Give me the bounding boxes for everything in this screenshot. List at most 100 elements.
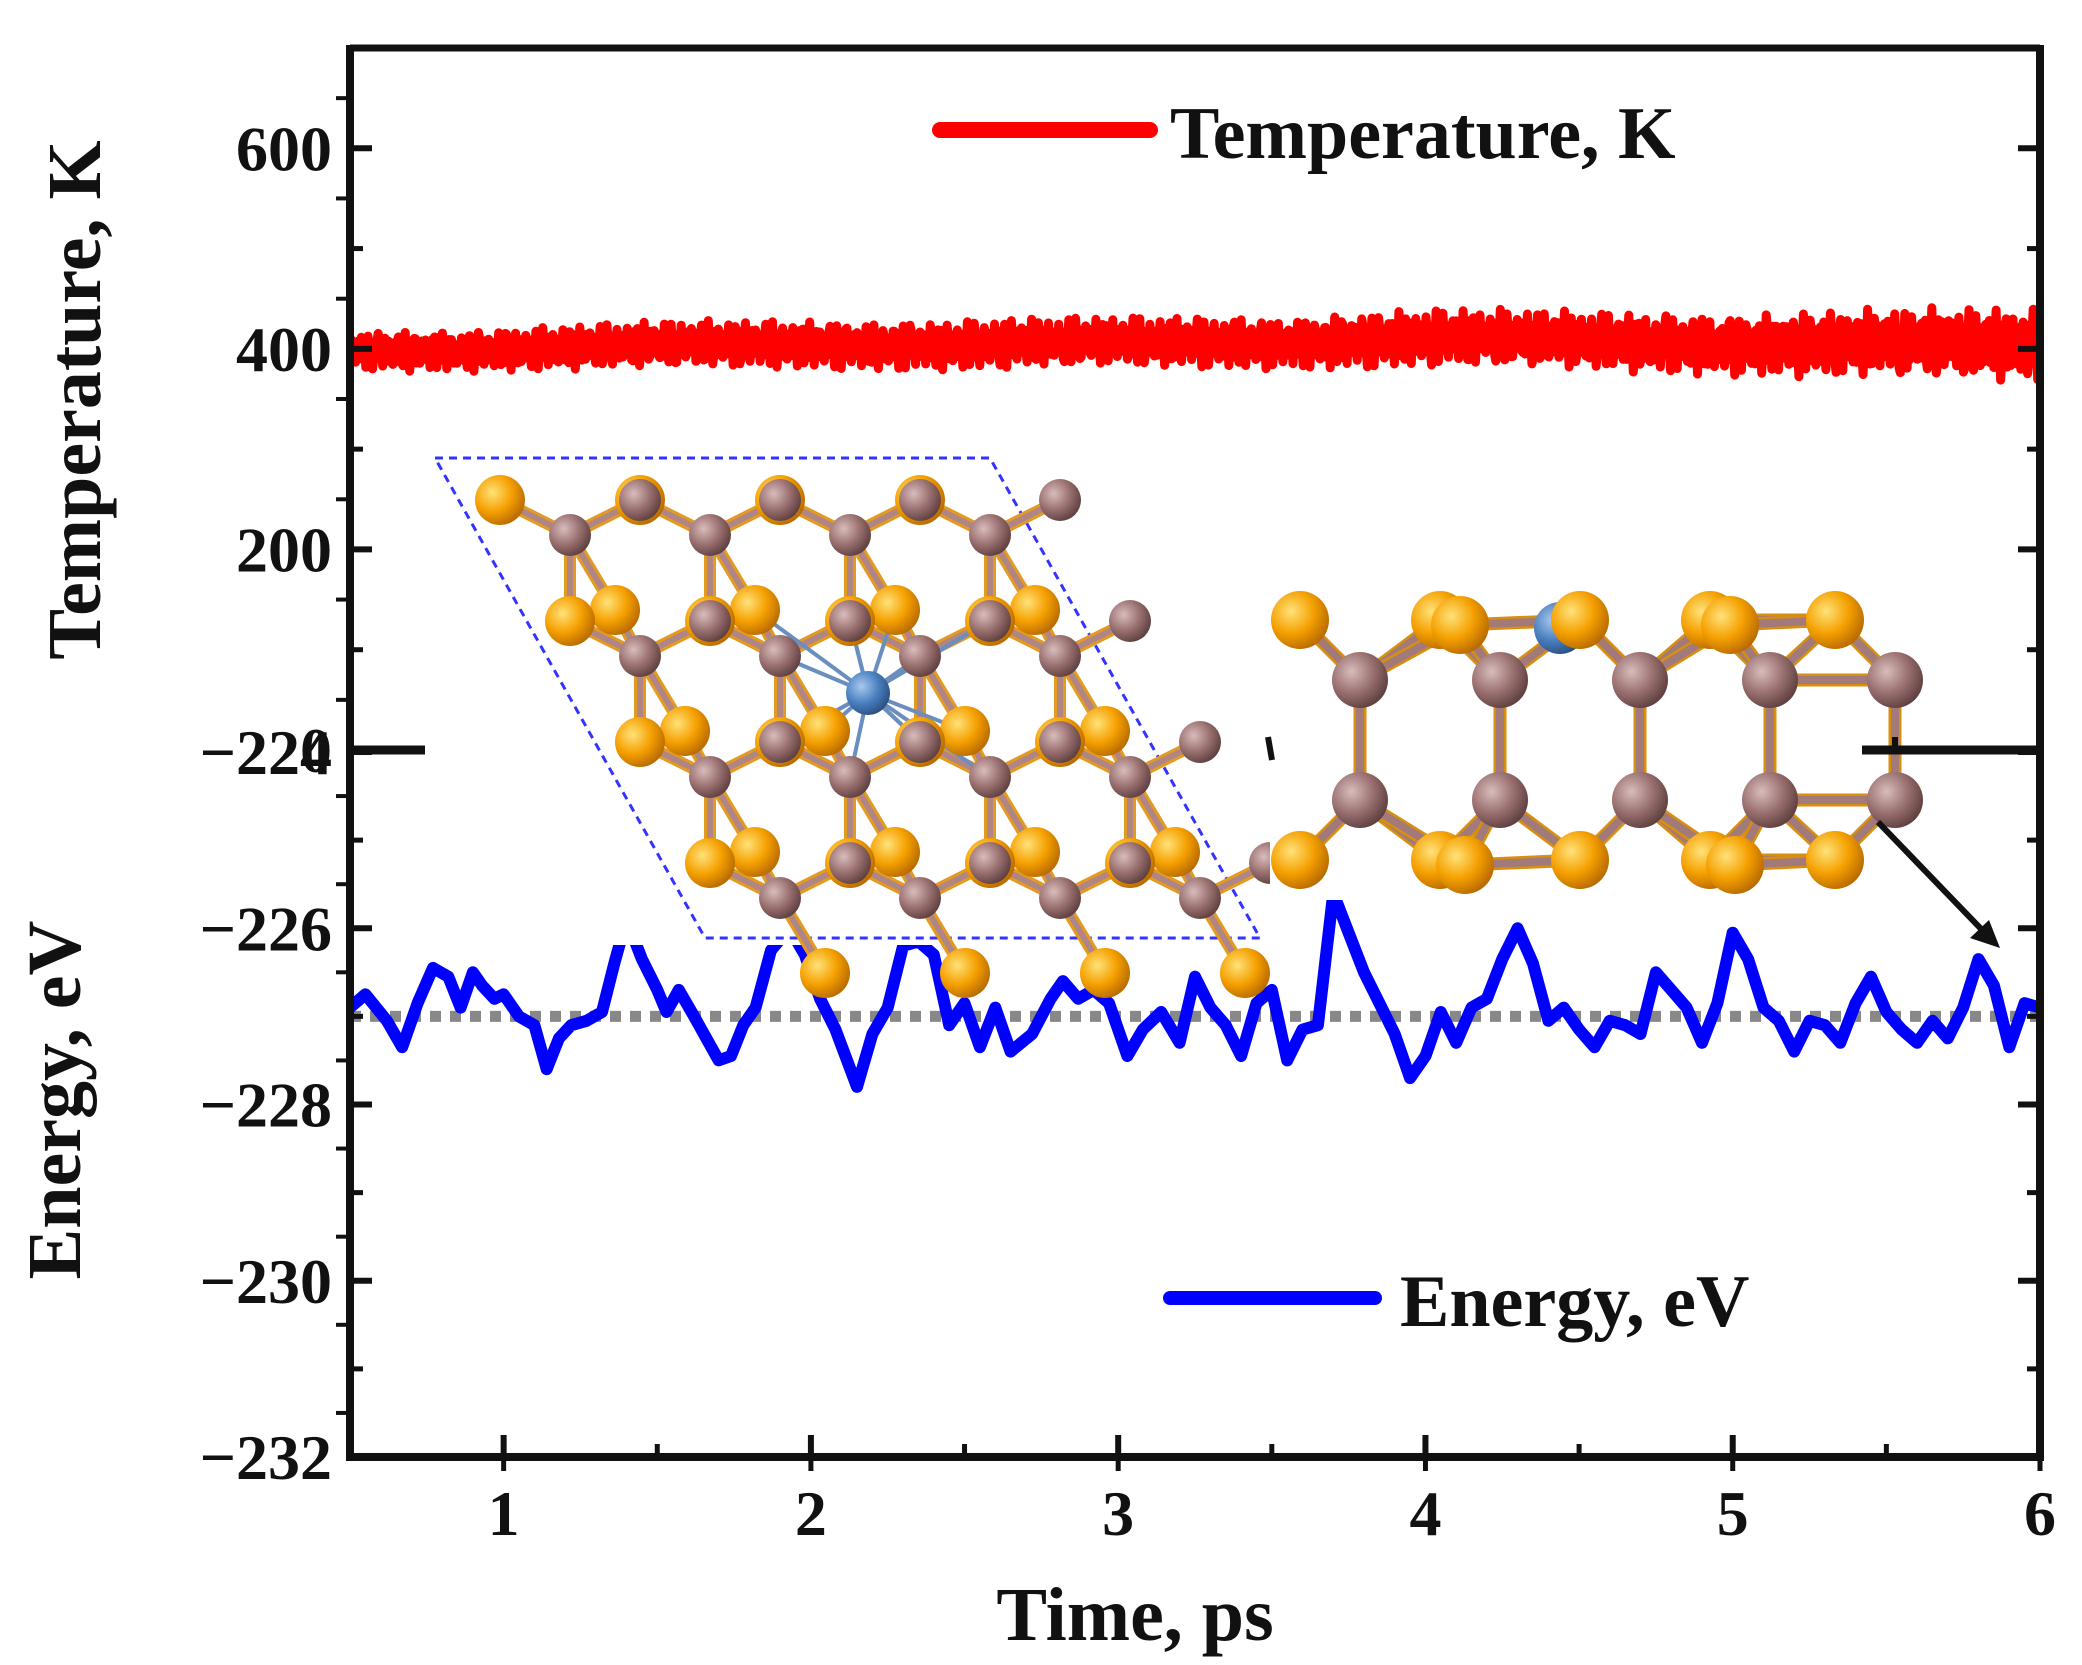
- y-tick-label: 200: [236, 514, 332, 585]
- sulfur-atom: [1706, 836, 1764, 894]
- carbon-atom: [899, 721, 941, 763]
- structure-top-view-inset: [420, 455, 1291, 998]
- sulfur-atom: [730, 585, 780, 635]
- unit-cell-outline: [432, 456, 1263, 940]
- side-view-atoms: [1271, 591, 1923, 894]
- carbon-atom: [969, 842, 1011, 884]
- sulfur-atom: [545, 596, 595, 646]
- carbon-atom: [899, 479, 941, 521]
- time-x-axis: 1 2 3 4 5 6: [488, 1435, 2056, 1549]
- carbon-atom: [759, 635, 801, 677]
- carbon-atom: [829, 842, 871, 884]
- x-tick-label: 3: [1102, 1478, 1134, 1549]
- carbon-atom: [969, 756, 1011, 798]
- carbon-atom: [689, 514, 731, 556]
- carbon-atom: [689, 600, 731, 642]
- sulfur-atom: [615, 717, 665, 767]
- carbon-atom: [829, 514, 871, 556]
- sulfur-atom: [1271, 591, 1329, 649]
- sulfur-atom: [870, 585, 920, 635]
- y-tick-label: 400: [236, 314, 332, 385]
- sulfur-atom: [730, 827, 780, 877]
- sulfur-atom: [1701, 596, 1759, 654]
- y-tick-label: −228: [200, 1070, 332, 1141]
- sulfur-atom: [1431, 596, 1489, 654]
- carbon-atom: [1612, 772, 1668, 828]
- plot-frame: [346, 44, 2044, 1461]
- carbon-atom: [1612, 652, 1668, 708]
- carbon-atom: [1332, 652, 1388, 708]
- sulfur-atom: [800, 706, 850, 756]
- carbon-atom: [1472, 772, 1528, 828]
- carbon-atom: [759, 877, 801, 919]
- y-tick-label: −230: [200, 1246, 332, 1317]
- carbon-atom: [1332, 772, 1388, 828]
- carbon-atom: [899, 635, 941, 677]
- inset-pointer-arrow: [1875, 819, 1988, 936]
- energy-axis-title: Energy, eV: [13, 920, 97, 1279]
- y-tick-label: −224: [200, 717, 332, 788]
- y-tick-label: 600: [236, 113, 332, 184]
- sulfur-atom: [1080, 948, 1130, 998]
- carbon-atom: [1039, 635, 1081, 677]
- temperature-series-line: [350, 303, 2040, 385]
- carbon-atom: [829, 600, 871, 642]
- sulfur-atom: [940, 706, 990, 756]
- top-view-atoms: [475, 475, 1291, 998]
- sulfur-atom: [1806, 591, 1864, 649]
- sulfur-atom: [1436, 836, 1494, 894]
- carbon-atom: [1742, 652, 1798, 708]
- carbon-atom: [619, 479, 661, 521]
- temperature-axis-title: Temperature, K: [33, 140, 117, 659]
- x-tick-label: 5: [1717, 1478, 1749, 1549]
- y-tick-label: −226: [200, 893, 332, 964]
- energy-y-axis: −232 −230 −228 −226 −224: [200, 717, 2040, 1493]
- temperature-legend: Temperature, K: [932, 93, 1676, 175]
- sulfur-atom: [1806, 831, 1864, 889]
- sulfur-atom: [1010, 827, 1060, 877]
- temperature-legend-label: Temperature, K: [1170, 93, 1676, 175]
- carbon-atom: [1867, 772, 1923, 828]
- carbon-atom: [1472, 652, 1528, 708]
- x-tick-label: 6: [2024, 1478, 2056, 1549]
- temperature-series-path: [350, 303, 2040, 385]
- panel-divider-stub: [1265, 736, 1275, 761]
- carbon-atom: [1039, 721, 1081, 763]
- sulfur-atom: [1271, 831, 1329, 889]
- sulfur-atom: [1150, 827, 1200, 877]
- sulfur-atom: [660, 706, 710, 756]
- energy-legend: Energy, eV: [1163, 1261, 1749, 1343]
- carbon-atom: [1867, 652, 1923, 708]
- y-tick-label: −232: [200, 1422, 332, 1493]
- sulfur-atom: [475, 475, 525, 525]
- x-tick-label: 2: [795, 1478, 827, 1549]
- carbon-atom: [1179, 877, 1221, 919]
- sulfur-atom: [870, 827, 920, 877]
- sulfur-atom: [685, 838, 735, 888]
- carbon-atom: [759, 479, 801, 521]
- carbon-atom: [1179, 721, 1221, 763]
- sulfur-atom: [800, 948, 850, 998]
- arrow-head-icon: [1970, 920, 2000, 948]
- time-axis-title: Time, ps: [996, 1573, 1273, 1657]
- energy-legend-label: Energy, eV: [1400, 1261, 1749, 1343]
- sulfur-atom: [1551, 591, 1609, 649]
- x-tick-label: 4: [1409, 1478, 1441, 1549]
- carbon-atom: [969, 600, 1011, 642]
- carbon-atom: [969, 514, 1011, 556]
- carbon-atom: [1742, 772, 1798, 828]
- sulfur-atom: [590, 585, 640, 635]
- carbon-atom: [1109, 600, 1151, 642]
- sulfur-atom: [1080, 706, 1130, 756]
- energy-series-line: [350, 887, 2040, 1093]
- sulfur-atom: [1220, 948, 1270, 998]
- carbon-atom: [1039, 877, 1081, 919]
- sulfur-atom: [1551, 831, 1609, 889]
- energy-panel: −232 −230 −228 −226 −224 1 2 3 4 5 6 Energy, eV T…: [13, 717, 2056, 1657]
- y-tick-label: 0: [300, 715, 332, 786]
- carbon-atom: [1109, 756, 1151, 798]
- carbon-atom: [689, 756, 731, 798]
- dopant-atom: [846, 671, 890, 715]
- temperature-panel: 0 200 400 600 Temperature, K Temperature, K: [33, 93, 2040, 786]
